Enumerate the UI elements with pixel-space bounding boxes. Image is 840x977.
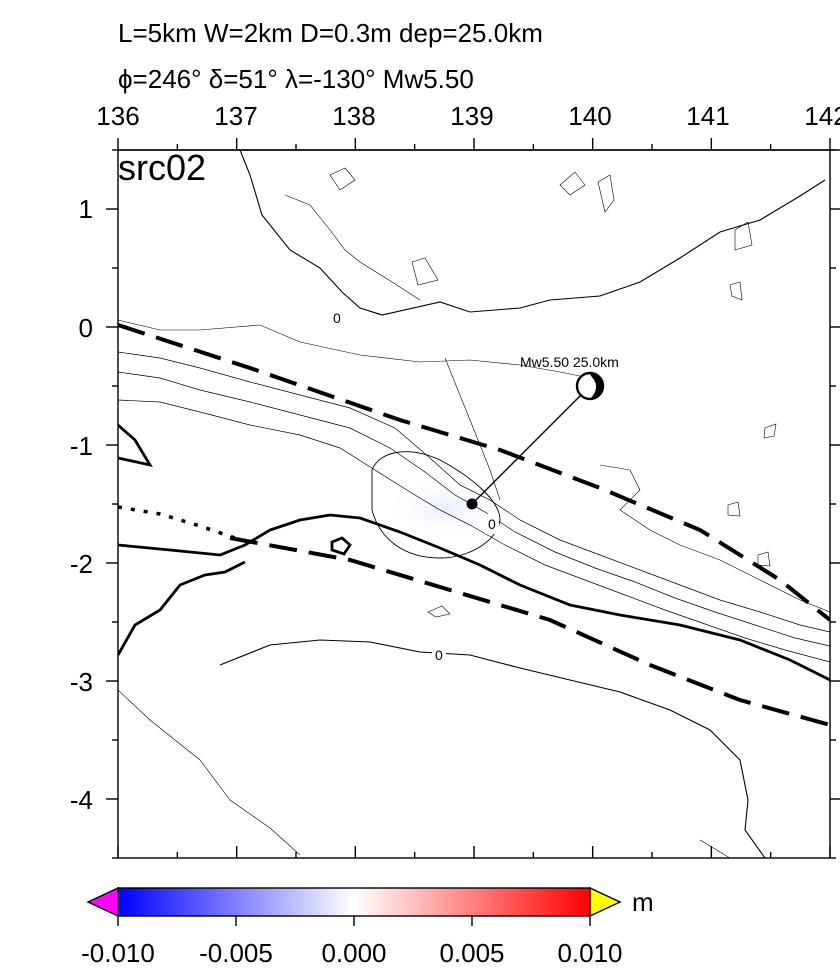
contour-south-west xyxy=(118,689,301,856)
colorbar-ramp xyxy=(117,887,591,917)
x-tick-label: 136 xyxy=(96,101,139,131)
y-tick-label: -3 xyxy=(70,667,93,697)
contour-label: 0 xyxy=(488,516,496,532)
colorbar-under-arrow xyxy=(86,886,119,918)
contour-south-mid xyxy=(699,839,731,858)
contour-blob xyxy=(734,221,753,251)
contour-north-zero xyxy=(239,150,826,316)
colorbar-tick-label: -0.005 xyxy=(199,938,273,968)
contour-blob xyxy=(411,257,439,286)
contour-band xyxy=(118,399,830,663)
contour-blob xyxy=(763,423,777,439)
coastline-thick xyxy=(118,513,830,682)
colorbar-tick-label: 0.010 xyxy=(557,938,622,968)
axis-ticks xyxy=(106,138,840,859)
colorbar-tick-label: 0.000 xyxy=(321,938,386,968)
y-tick-label: -1 xyxy=(70,431,93,461)
contour-north-inner xyxy=(284,194,421,301)
x-tick-label: 141 xyxy=(686,101,729,131)
colorbar-over-arrow xyxy=(589,886,622,918)
x-tick-label: 139 xyxy=(450,101,493,131)
fault-upper-dashed xyxy=(118,323,830,622)
contour-blob xyxy=(559,171,586,196)
contour-blob xyxy=(727,501,741,517)
header-mechanism-line: ϕ=246° δ=51° λ=-130° Mw5.50 xyxy=(118,64,474,94)
contour-band xyxy=(118,351,830,633)
contour-band xyxy=(118,371,830,647)
epicenter-marker xyxy=(466,498,478,510)
map-plot-area xyxy=(118,150,830,858)
contour-south-zero xyxy=(219,639,766,858)
contour-label: 0 xyxy=(435,647,443,663)
x-tick-label: 137 xyxy=(214,101,257,131)
colorbar-tick-label: -0.010 xyxy=(81,938,155,968)
contour-ellipse xyxy=(371,451,501,559)
colorbar-tick-label: 0.005 xyxy=(439,938,504,968)
header-params-line: L=5km W=2km D=0.3m dep=25.0km xyxy=(118,18,543,48)
panel-label: src02 xyxy=(118,147,206,188)
fault-lower-dotted xyxy=(118,505,236,540)
colorbar: m -0.010 -0.005 0.000 0.005 0.010 xyxy=(81,886,654,968)
fault-lower-dashed xyxy=(229,536,830,727)
y-tick-label: -2 xyxy=(70,549,93,579)
contour-blob xyxy=(597,174,615,213)
contour-blob xyxy=(729,281,743,301)
y-tick-label: 1 xyxy=(79,194,93,224)
y-tick-label: 0 xyxy=(79,313,93,343)
contour-east xyxy=(599,464,830,613)
coastline-island xyxy=(330,536,352,556)
coastline-thick-west xyxy=(118,423,153,468)
contour-label: 0 xyxy=(333,310,341,326)
coastline-thick-south xyxy=(118,560,246,656)
source-label: Mw5.50 25.0km xyxy=(520,354,619,370)
x-tick-label: 140 xyxy=(568,101,611,131)
source-connector-line xyxy=(471,385,591,505)
colorbar-unit: m xyxy=(632,887,654,917)
x-tick-label: 142 xyxy=(804,101,840,131)
y-tick-label: -4 xyxy=(70,785,93,815)
contour-blob xyxy=(329,167,356,191)
deformation-patch xyxy=(385,478,505,538)
contour-blob xyxy=(427,605,451,618)
contour-blob xyxy=(757,551,771,567)
contour-north-outer xyxy=(118,319,591,379)
beachball-icon xyxy=(575,371,605,401)
x-tick-label: 138 xyxy=(332,101,375,131)
